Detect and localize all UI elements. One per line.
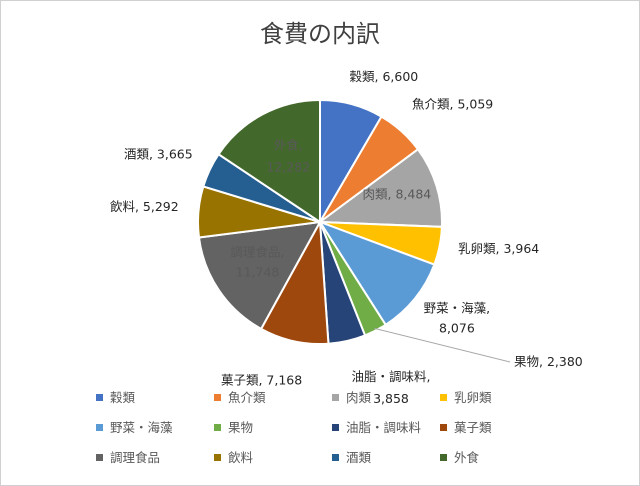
legend-label-4: 乳卵類 bbox=[454, 390, 492, 405]
pie-slice-9 bbox=[197, 220, 322, 331]
data-label-10: 飲料, 5,292 bbox=[110, 199, 179, 214]
legend-label-10: 飲料 bbox=[228, 450, 254, 465]
legend-label-1: 穀類 bbox=[110, 390, 136, 405]
legend-label-6: 果物 bbox=[228, 420, 253, 435]
data-label-8: 菓子類, 7,168 bbox=[221, 373, 302, 388]
pie-slice-3 bbox=[317, 147, 443, 228]
legend-swatch-5 bbox=[96, 424, 103, 431]
legend-swatch-8 bbox=[440, 424, 447, 431]
data-label-2: 魚介類, 5,059 bbox=[412, 97, 493, 112]
legend-swatch-7 bbox=[332, 424, 339, 431]
chart-title: 食費の内訳 bbox=[260, 20, 380, 48]
legend-label-8: 菓子類 bbox=[454, 420, 492, 435]
data-label-4: 乳卵類, 3,964 bbox=[458, 241, 539, 256]
legend-swatch-4 bbox=[440, 394, 447, 401]
legend-label-11: 酒類 bbox=[346, 450, 372, 465]
legend-swatch-1 bbox=[96, 394, 103, 401]
legend-swatch-2 bbox=[214, 394, 221, 401]
data-label-12: 外食, 12,282 bbox=[266, 137, 310, 174]
legend-swatch-9 bbox=[96, 454, 103, 461]
data-label-5: 野菜・海藻, 8,076 bbox=[424, 301, 490, 336]
data-label-6: 果物, 2,380 bbox=[514, 354, 583, 369]
pie-slice-5 bbox=[317, 220, 436, 327]
data-labels: 穀類, 6,600 魚介類, 5,059 肉類, 8,484 乳卵類, 3,964 野菜… bbox=[110, 69, 583, 406]
data-label-7: 油脂・調味料, 3,858 bbox=[352, 369, 431, 406]
data-label-11: 酒類, 3,665 bbox=[124, 147, 193, 162]
data-label-3: 肉類, 8,484 bbox=[363, 186, 432, 201]
legend-label-5: 野菜・海藻 bbox=[110, 420, 173, 435]
data-label-9: 調理食品, 11,748 bbox=[231, 245, 285, 280]
legend-swatch-3 bbox=[332, 394, 339, 401]
legend-label-12: 外食 bbox=[454, 450, 480, 465]
legend-label-3: 肉類 bbox=[346, 390, 372, 405]
legend-swatch-10 bbox=[214, 454, 221, 461]
legend-swatch-6 bbox=[214, 424, 221, 431]
data-label-1: 穀類, 6,600 bbox=[350, 69, 419, 84]
leader-line-6 bbox=[374, 327, 511, 363]
pie-slices bbox=[197, 98, 443, 346]
legend-label-9: 調理食品 bbox=[110, 450, 160, 465]
legend-swatch-11 bbox=[332, 454, 339, 461]
pie-slice-12 bbox=[217, 98, 321, 224]
legend-swatch-12 bbox=[440, 454, 447, 461]
legend-label-2: 魚介類 bbox=[228, 390, 266, 405]
leader-lines bbox=[374, 327, 511, 363]
legend-label-7: 油脂・調味料 bbox=[346, 420, 422, 435]
